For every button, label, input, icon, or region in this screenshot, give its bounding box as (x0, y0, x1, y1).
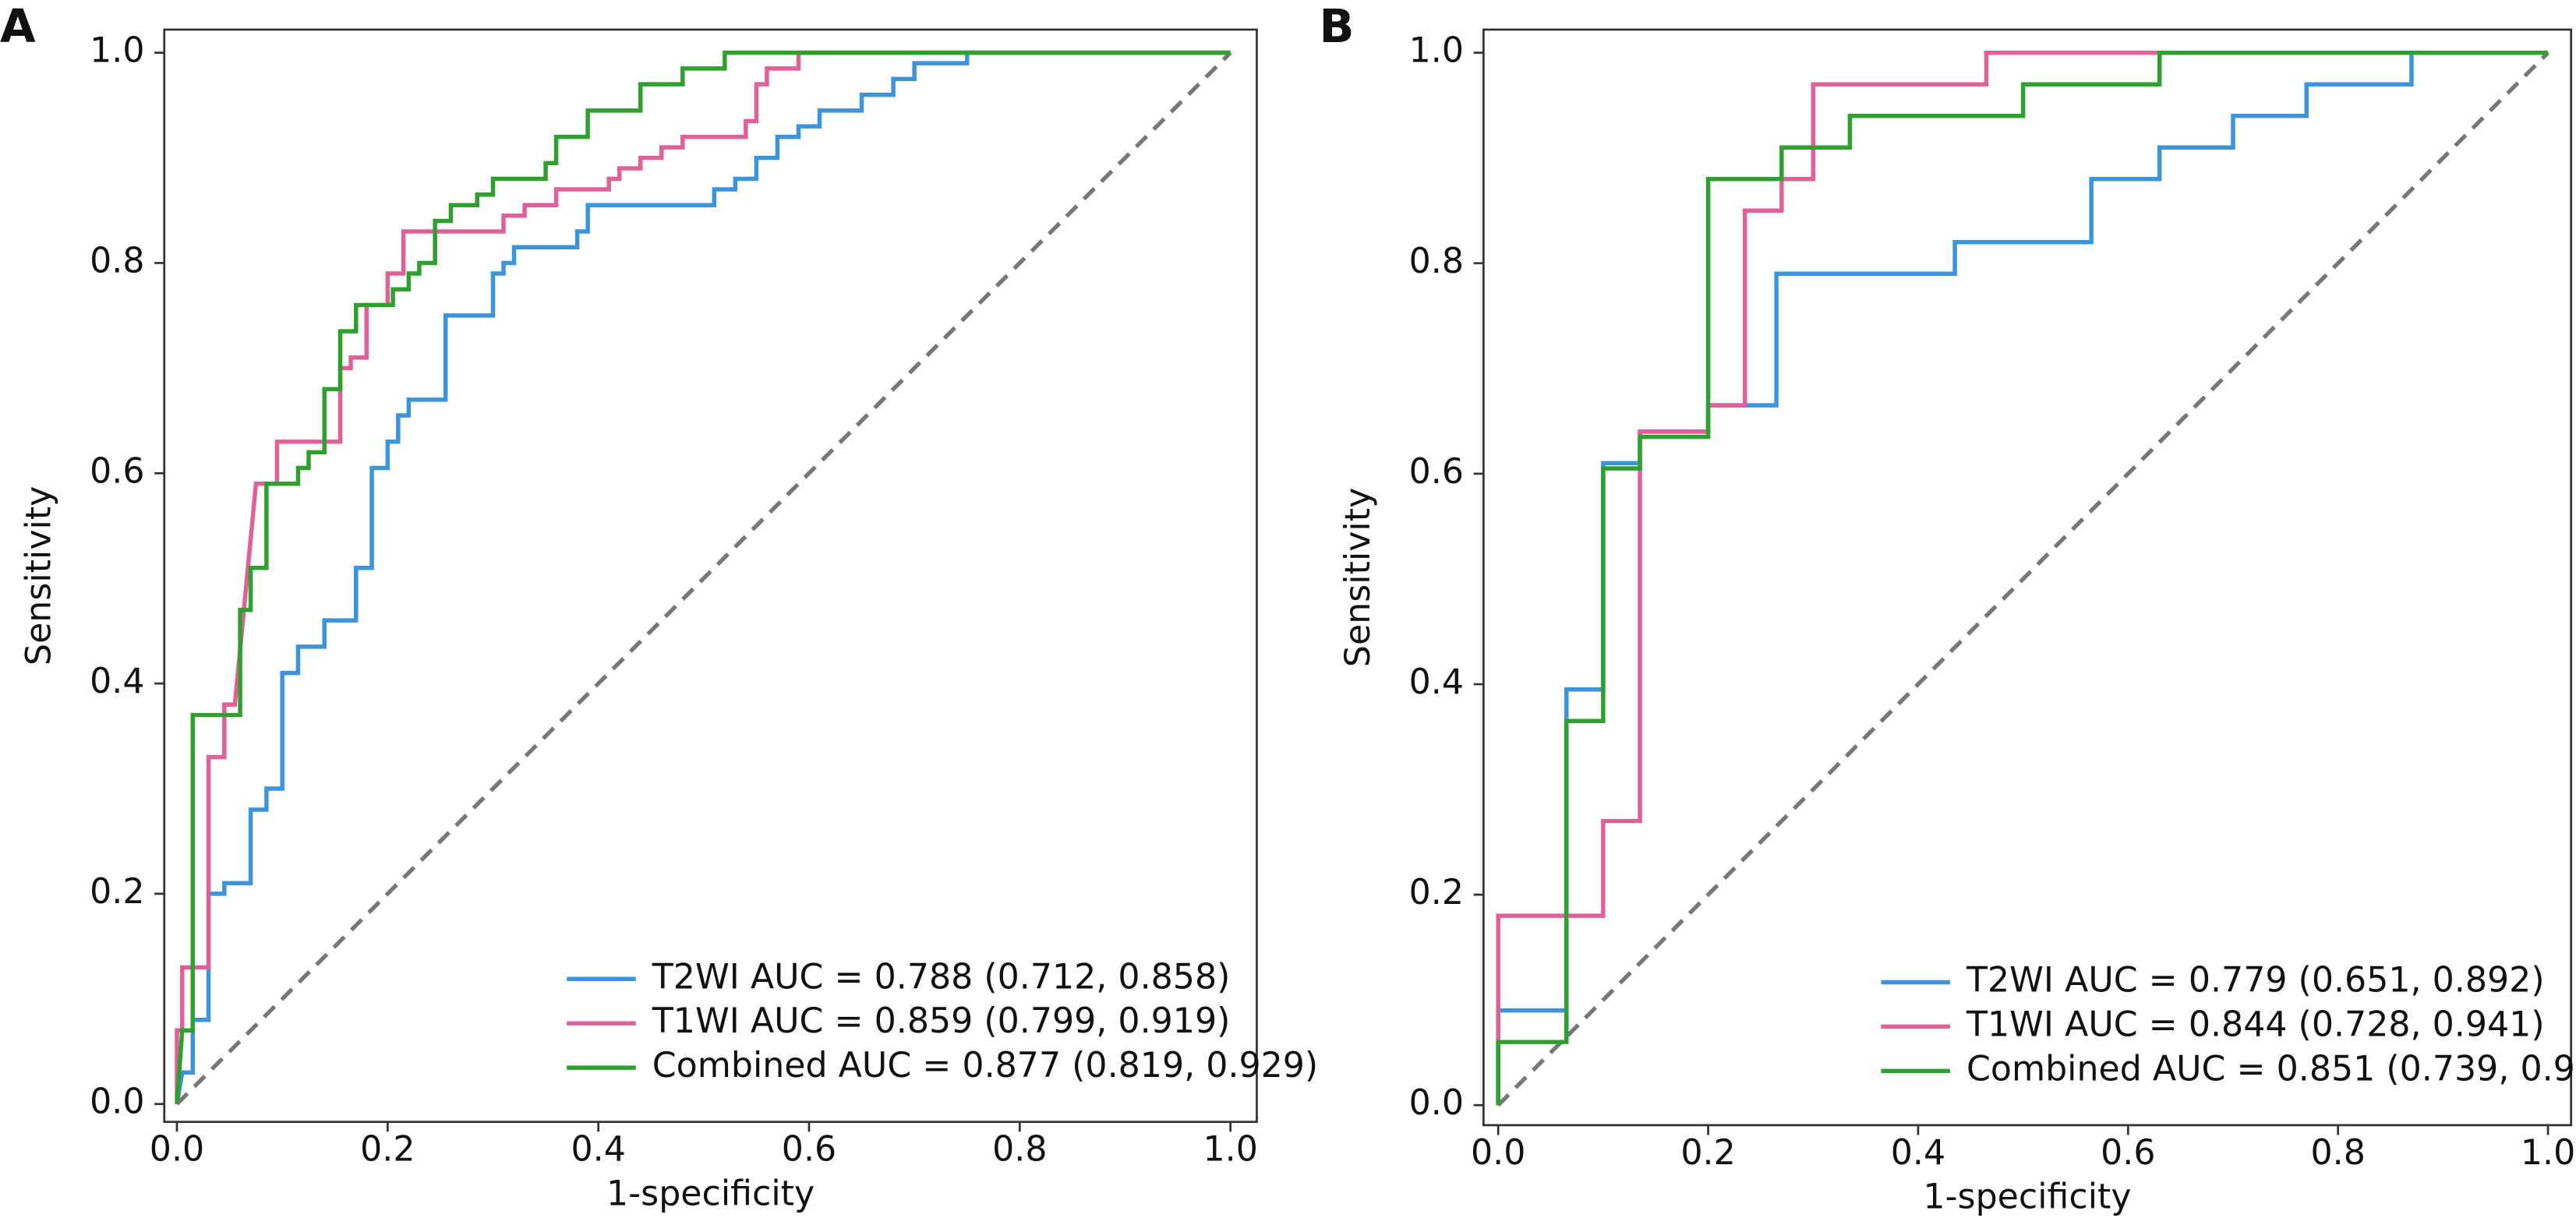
y-tick-label: 0.0 (1409, 1083, 1464, 1123)
y-tick-label: 0.2 (1409, 873, 1464, 913)
roc-curve (175, 50, 1231, 1105)
x-axis-label: 1-specificity (606, 1174, 814, 1214)
reference-diagonal (1496, 51, 2549, 1107)
x-tick-label: 0.0 (150, 1130, 204, 1170)
x-axis-label: 1-specificity (1923, 1177, 2131, 1217)
y-tick-label: 0.6 (1409, 452, 1464, 492)
legend-label: T1WI AUC = 0.844 (0.728, 0.941) (1966, 1004, 2545, 1044)
x-tick-label: 1.0 (2521, 1133, 2575, 1173)
panel-label: B (1320, 0, 1355, 53)
x-tick-label: 0.4 (1891, 1133, 1945, 1173)
reference-diagonal (175, 51, 1232, 1106)
x-tick-label: 0.2 (1680, 1133, 1735, 1173)
y-tick-label: 0.8 (90, 241, 144, 281)
y-tick-label: 0.6 (90, 451, 144, 491)
x-tick-label: 1.0 (1203, 1130, 1257, 1170)
legend-label: Combined AUC = 0.851 (0.739, 0.948) (1966, 1049, 2576, 1089)
y-axis-label: Sensitivity (19, 486, 59, 665)
legend-label: T2WI AUC = 0.788 (0.712, 0.858) (652, 957, 1231, 997)
plot-frame (163, 28, 1258, 1124)
legend-label: Combined AUC = 0.877 (0.819, 0.929) (652, 1046, 1318, 1086)
y-tick-label: 0.2 (90, 872, 144, 912)
y-tick-label: 0.0 (90, 1082, 144, 1122)
x-tick-label: 0.4 (571, 1130, 625, 1170)
y-tick-label: 0.8 (1409, 242, 1464, 281)
roc-curve (1496, 50, 2549, 1106)
roc-curve (175, 50, 1231, 1104)
x-tick-label: 0.6 (782, 1130, 836, 1170)
legend-label: T2WI AUC = 0.779 (0.651, 0.892) (1966, 960, 2545, 1000)
x-tick-label: 0.8 (992, 1130, 1047, 1170)
legend-label: T1WI AUC = 0.859 (0.799, 0.919) (652, 1001, 1231, 1041)
x-tick-label: 0.0 (1471, 1133, 1525, 1173)
x-tick-label: 0.2 (360, 1130, 415, 1170)
y-tick-label: 0.4 (1409, 662, 1464, 702)
y-axis-label: Sensitivity (1338, 488, 1378, 667)
y-tick-label: 1.0 (90, 31, 144, 71)
y-tick-label: 1.0 (1409, 31, 1464, 71)
x-tick-label: 0.6 (2101, 1133, 2155, 1173)
x-tick-label: 0.8 (2310, 1133, 2365, 1173)
panel-label: A (0, 0, 36, 53)
y-tick-label: 0.4 (90, 662, 144, 701)
plot-frame (1482, 28, 2573, 1127)
roc-curve (175, 50, 1231, 1104)
roc-curve (1496, 50, 2549, 1106)
